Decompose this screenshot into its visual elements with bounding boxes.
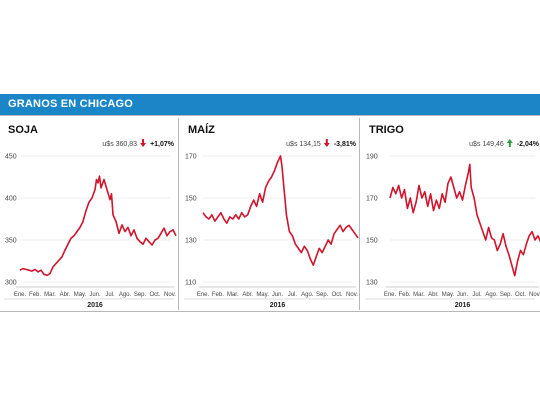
arrow-down-icon — [140, 139, 147, 147]
change-value: +1,07% — [150, 141, 175, 148]
change-value: -3,81% — [334, 141, 357, 148]
x-tick-label: Sep. — [500, 292, 513, 298]
price-value: u$s 360,83 — [102, 141, 137, 148]
x-tick-label: Abr. — [242, 292, 253, 298]
x-tick-label: Mar. — [227, 292, 239, 298]
y-tick-label: 400 — [5, 196, 17, 203]
x-tick-label: Ago. — [119, 292, 132, 298]
x-tick-label: Jun. — [272, 292, 284, 298]
change-value: -2,04% — [517, 141, 540, 148]
arrow-down-icon — [323, 139, 330, 147]
x-tick-label: Feb. — [212, 292, 224, 298]
x-tick-label: May. — [256, 292, 269, 298]
x-tick-label: Ago. — [485, 292, 498, 298]
x-tick-label: Nov. — [529, 292, 540, 298]
x-tick-label: Feb. — [29, 292, 41, 298]
y-tick-label: 150 — [185, 196, 197, 203]
series-line — [202, 155, 359, 266]
section-banner: GRANOS EN CHICAGO — [0, 94, 540, 115]
series-line — [389, 163, 540, 277]
x-tick-label: Jun. — [457, 292, 469, 298]
x-tick-label: Oct. — [149, 292, 160, 298]
x-tick-label: May. — [442, 292, 455, 298]
arrow-up-icon — [506, 139, 513, 147]
divider — [0, 115, 540, 116]
x-tick-label: Nov. — [346, 292, 358, 298]
banner-title: GRANOS EN CHICAGO — [8, 98, 134, 110]
x-axis-label: 2016 — [455, 302, 471, 309]
y-tick-label: 190 — [366, 154, 378, 161]
y-tick-label: 150 — [366, 238, 378, 245]
chart-title: SOJA — [8, 124, 38, 136]
divider — [0, 311, 540, 312]
x-tick-label: Jul. — [472, 292, 482, 298]
x-axis-label: 2016 — [87, 302, 103, 309]
y-tick-label: 130 — [185, 238, 197, 245]
x-tick-label: May. — [74, 292, 87, 298]
x-tick-label: Oct. — [515, 292, 526, 298]
chart-title: TRIGO — [369, 124, 404, 136]
y-tick-label: 170 — [185, 154, 197, 161]
y-tick-label: 170 — [366, 196, 378, 203]
y-tick-label: 130 — [366, 280, 378, 287]
arrow-shape — [323, 139, 330, 147]
x-tick-label: Jul. — [105, 292, 115, 298]
x-tick-label: Abr. — [60, 292, 71, 298]
price-value: u$s 149,46 — [469, 141, 504, 148]
x-tick-label: Feb. — [398, 292, 410, 298]
x-tick-label: Jul. — [288, 292, 298, 298]
panel-divider — [178, 118, 179, 310]
chart-title: MAÍZ — [188, 123, 215, 136]
x-tick-label: Nov. — [164, 292, 176, 298]
panel-divider — [359, 118, 360, 310]
x-tick-label: Ago. — [301, 292, 314, 298]
x-tick-label: Oct. — [332, 292, 343, 298]
x-tick-label: Ene. — [384, 292, 397, 298]
y-tick-label: 300 — [5, 280, 17, 287]
arrow-shape — [140, 139, 147, 147]
price-value: u$s 134,15 — [286, 141, 321, 148]
x-tick-label: Ene. — [197, 292, 210, 298]
x-axis-label: 2016 — [270, 302, 286, 309]
arrow-shape — [506, 139, 513, 147]
x-tick-label: Mar. — [44, 292, 56, 298]
x-tick-label: Sep. — [316, 292, 329, 298]
x-tick-label: Sep. — [134, 292, 147, 298]
y-tick-label: 350 — [5, 238, 17, 245]
x-tick-label: Ene. — [14, 292, 27, 298]
series-line — [19, 175, 177, 277]
y-tick-label: 450 — [5, 154, 17, 161]
x-tick-label: Mar. — [413, 292, 425, 298]
x-tick-label: Jun. — [89, 292, 101, 298]
y-tick-label: 110 — [185, 280, 196, 287]
x-tick-label: Abr. — [428, 292, 439, 298]
